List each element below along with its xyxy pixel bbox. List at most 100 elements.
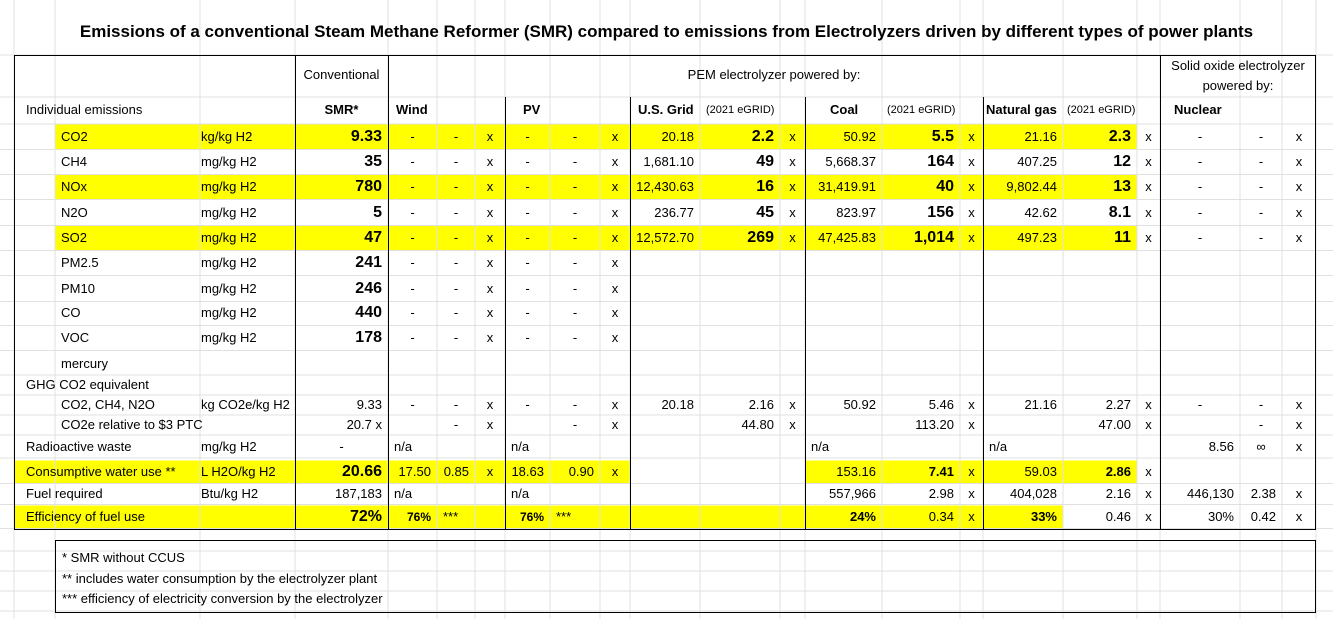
cell: x — [486, 464, 494, 479]
row-unit: Btu/kg H2 — [201, 486, 259, 501]
cell: x — [1295, 486, 1303, 501]
cell: 187,183 — [335, 486, 382, 501]
cell: - — [572, 230, 578, 245]
cell: 20.18 — [661, 397, 694, 412]
cell: x — [1145, 397, 1152, 412]
cell: - — [525, 179, 530, 194]
row-label: Radioactive waste — [26, 439, 132, 454]
column-header: Coal — [830, 102, 859, 117]
section-label: Individual emissions — [26, 102, 143, 117]
cell: - — [453, 417, 459, 432]
highlight — [14, 460, 630, 484]
cell: - — [572, 417, 578, 432]
row-unit: kg/kg H2 — [201, 129, 253, 144]
cell: x — [611, 305, 619, 320]
cell: n/a — [989, 439, 1008, 454]
cell: 11 — [1114, 229, 1131, 246]
header-pem: PEM electrolyzer powered by: — [687, 67, 861, 82]
row-label: Fuel required — [26, 486, 103, 501]
cell: 44.80 — [741, 417, 774, 432]
cell: - — [525, 255, 530, 270]
highlight — [55, 174, 1137, 200]
cell: 31,419.91 — [818, 179, 876, 194]
cell: - — [572, 154, 578, 169]
cell: - — [525, 230, 530, 245]
row-unit: mg/kg H2 — [201, 305, 257, 320]
row-label: PM10 — [61, 281, 95, 296]
cell: - — [453, 230, 459, 245]
column-header: Natural gas — [986, 102, 1057, 117]
cell: x — [486, 230, 494, 245]
cell: x — [789, 129, 796, 144]
cell: 823.97 — [836, 205, 876, 220]
column-source: (2021 eGRID) — [1067, 104, 1136, 116]
cell: - — [525, 305, 530, 320]
cell: x — [1145, 464, 1152, 479]
highlight — [55, 225, 1137, 251]
cell: 1,014 — [913, 229, 954, 246]
cell: - — [525, 154, 530, 169]
row-unit: mg/kg H2 — [201, 205, 257, 220]
cell: x — [789, 230, 796, 245]
cell: x — [611, 230, 619, 245]
cell: 440 — [355, 304, 382, 321]
cell: n/a — [394, 439, 413, 454]
cell: - — [453, 129, 459, 144]
cell: - — [410, 330, 415, 345]
cell: 2.38 — [1250, 486, 1276, 501]
cell: 50.92 — [843, 397, 876, 412]
cell: x — [1145, 205, 1152, 220]
cell: x — [611, 397, 619, 412]
cell: 21.16 — [1024, 397, 1057, 412]
cell: 45 — [756, 204, 774, 221]
cell: 42.62 — [1024, 205, 1057, 220]
cell: - — [410, 281, 415, 296]
cell: x — [486, 205, 494, 220]
cell: - — [1258, 129, 1264, 144]
cell: x — [486, 305, 494, 320]
cell: x — [968, 509, 975, 524]
cell: x — [1145, 230, 1152, 245]
cell: - — [572, 255, 578, 270]
cell: - — [1258, 230, 1264, 245]
cell: x — [1295, 417, 1303, 432]
cell: x — [968, 230, 975, 245]
cell: - — [1258, 417, 1264, 432]
cell: *** — [443, 509, 459, 524]
cell: x — [611, 205, 619, 220]
row-label: PM2.5 — [61, 255, 99, 270]
cell: - — [525, 330, 530, 345]
table-border — [14, 55, 1316, 530]
row-unit: mg/kg H2 — [201, 179, 257, 194]
cell: x — [968, 464, 975, 479]
row-label: CO2e relative to $3 PTC — [61, 417, 203, 432]
cell: 178 — [355, 329, 382, 346]
cell: - — [453, 255, 459, 270]
cell: 40 — [936, 178, 954, 195]
cell: - — [453, 205, 459, 220]
cell: 113.20 — [915, 417, 954, 432]
cell: 2.16 — [1105, 486, 1131, 501]
cell: 30% — [1207, 509, 1234, 524]
cell: x — [968, 129, 975, 144]
cell: - — [525, 397, 530, 412]
cell: 5,668.37 — [825, 154, 876, 169]
column-header: Wind — [396, 102, 428, 117]
cell: x — [486, 179, 494, 194]
row-label: Consumptive water use ** — [26, 464, 176, 479]
cell: 24% — [849, 509, 876, 524]
cell: 9.33 — [356, 397, 382, 412]
column-header: PV — [523, 102, 541, 117]
cell: x — [968, 417, 975, 432]
cell: x — [968, 154, 975, 169]
row-label: NOx — [61, 179, 87, 194]
cell: 5.46 — [928, 397, 954, 412]
cell: x — [1145, 509, 1152, 524]
cell: - — [572, 129, 578, 144]
cell: 59.03 — [1024, 464, 1057, 479]
cell: x — [486, 129, 494, 144]
cell: 2.16 — [748, 397, 774, 412]
cell: 12,572.70 — [636, 230, 694, 245]
cell: x — [486, 281, 494, 296]
